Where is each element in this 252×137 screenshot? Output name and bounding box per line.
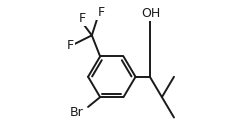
Text: Br: Br [70,106,83,119]
Text: F: F [79,12,86,25]
Text: F: F [97,6,104,19]
Text: F: F [67,39,74,52]
Text: OH: OH [141,7,160,20]
